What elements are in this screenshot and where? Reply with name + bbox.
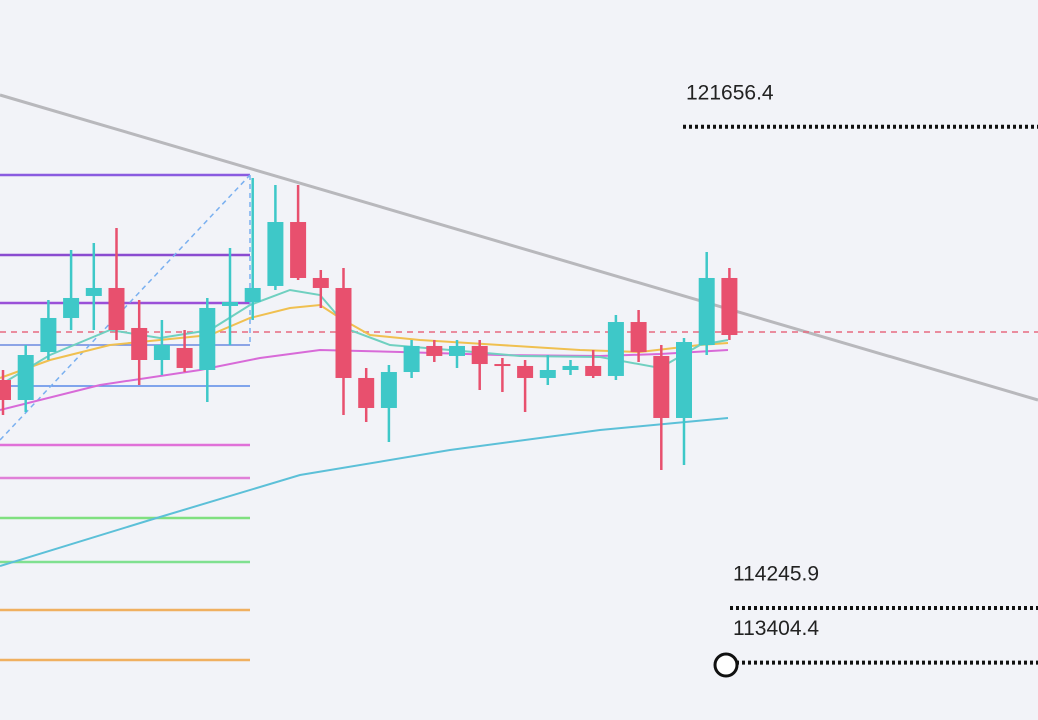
candle-body bbox=[380, 372, 397, 408]
candle-body bbox=[222, 302, 238, 306]
level-handle[interactable] bbox=[713, 652, 739, 678]
candle-body bbox=[562, 365, 579, 370]
candle-body bbox=[199, 307, 216, 370]
candle-body bbox=[244, 287, 261, 303]
candle-body bbox=[494, 364, 511, 367]
candle-body bbox=[17, 355, 34, 400]
candle-body bbox=[721, 277, 738, 335]
candle-body bbox=[403, 345, 420, 373]
candle-body bbox=[312, 277, 329, 288]
candle-body bbox=[63, 297, 80, 318]
price-level-label: 121656.4 bbox=[686, 81, 774, 104]
candle-body bbox=[585, 365, 602, 376]
candle-body bbox=[426, 345, 443, 356]
candle-body bbox=[290, 222, 307, 278]
candle-body bbox=[131, 327, 148, 360]
candle-body bbox=[676, 342, 692, 418]
candle-body bbox=[607, 322, 624, 376]
candle-body bbox=[335, 287, 352, 378]
candle-body bbox=[358, 377, 375, 408]
candle-body bbox=[630, 322, 647, 353]
candle-body bbox=[85, 287, 102, 296]
candle-body bbox=[153, 345, 170, 360]
candle-body bbox=[267, 222, 284, 286]
candle-body bbox=[449, 345, 465, 356]
candle-body bbox=[539, 370, 556, 378]
price-level-label: 114245.9 bbox=[733, 563, 819, 586]
candle-body bbox=[40, 317, 57, 353]
price-level-label: 113404.4 bbox=[733, 617, 819, 640]
candle-body bbox=[471, 345, 488, 365]
candle-body bbox=[108, 287, 125, 330]
candle-body bbox=[517, 365, 534, 378]
candle-body bbox=[653, 355, 670, 418]
candle-body bbox=[176, 347, 193, 368]
candle-body bbox=[698, 277, 715, 345]
candle-body bbox=[0, 380, 11, 400]
